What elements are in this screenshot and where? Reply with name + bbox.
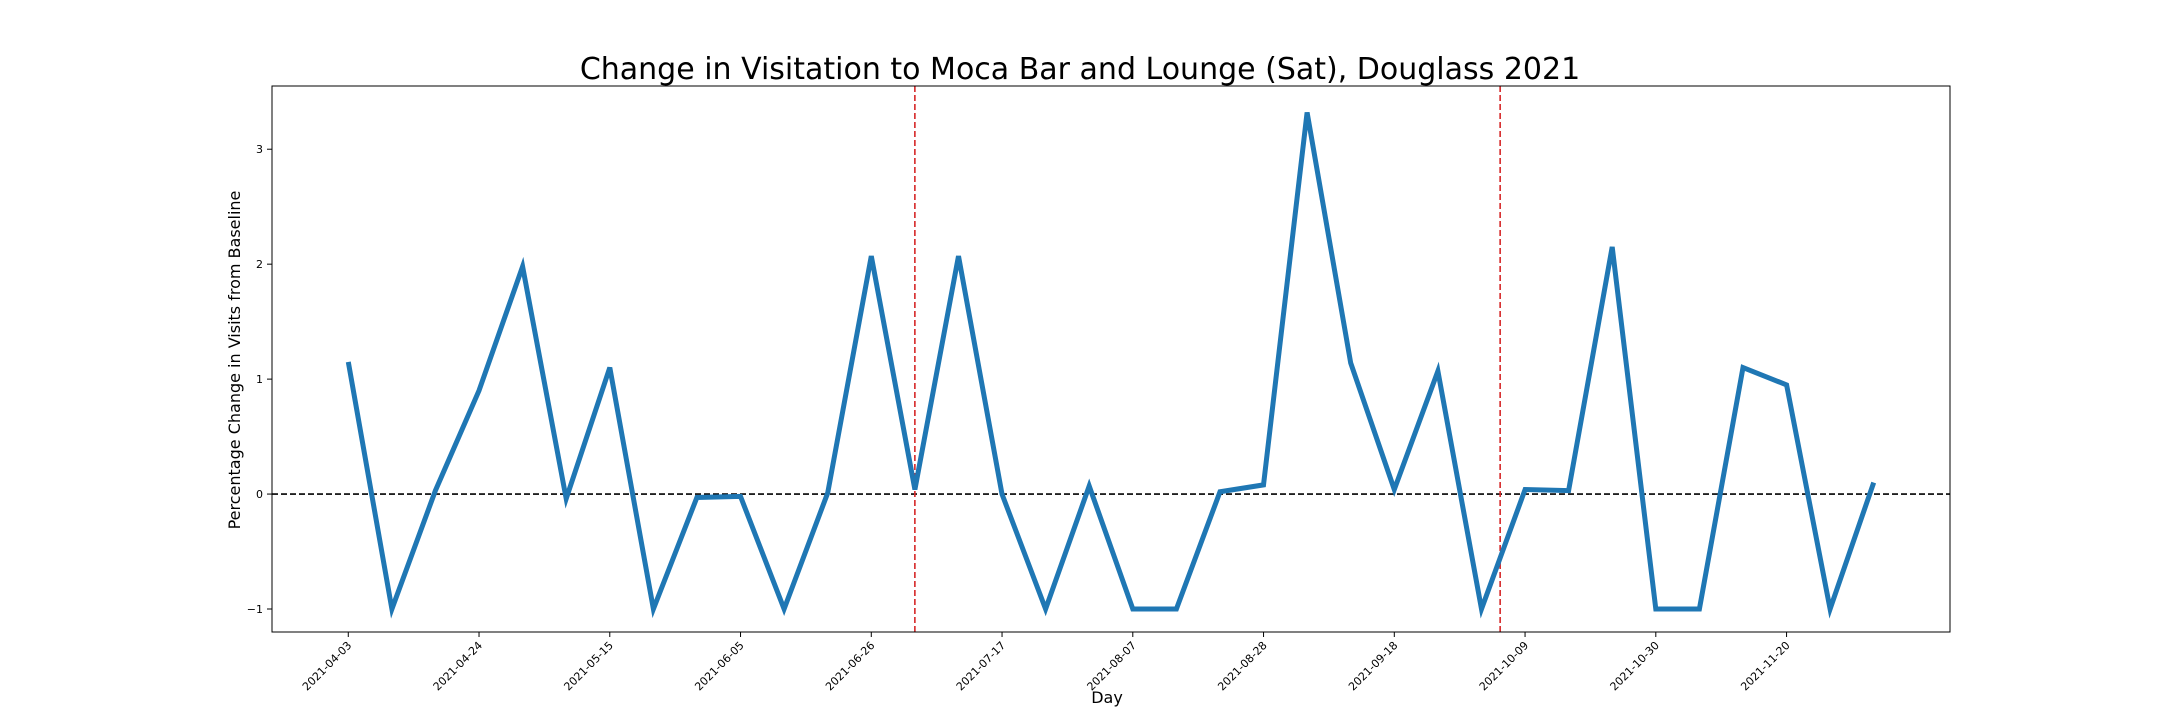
chart-title: Change in Visitation to Moca Bar and Lou… bbox=[580, 52, 1580, 87]
x-tick-label: 2021-06-05 bbox=[692, 639, 746, 693]
x-tick-label: 2021-08-07 bbox=[1085, 639, 1139, 693]
y-tick-label: 3 bbox=[256, 143, 263, 156]
x-tick-label: 2021-08-28 bbox=[1215, 639, 1269, 693]
y-tick-label: −1 bbox=[247, 603, 263, 616]
x-tick-label: 2021-04-03 bbox=[300, 639, 354, 693]
x-tick-label: 2021-09-18 bbox=[1346, 639, 1400, 693]
x-tick-label: 2021-04-24 bbox=[431, 639, 485, 693]
plot-area bbox=[272, 86, 1950, 632]
plot-frame bbox=[271, 85, 1951, 633]
x-tick-label: 2021-10-09 bbox=[1477, 639, 1531, 693]
axes: −1 0 1 2 3 2021-04-03 2021-04-24 2021-05-15 2021… bbox=[247, 85, 1951, 693]
x-axis-label: Day bbox=[1091, 688, 1123, 707]
y-tick-label: 1 bbox=[256, 373, 263, 386]
x-tick-label: 2021-06-26 bbox=[823, 639, 877, 693]
x-tick-label: 2021-11-20 bbox=[1738, 639, 1792, 693]
series-line bbox=[345, 111, 1877, 619]
y-tick-label: 0 bbox=[256, 488, 263, 501]
y-axis-label: Percentage Change in Visits from Baselin… bbox=[225, 191, 244, 530]
y-tick-label: 2 bbox=[256, 258, 263, 271]
x-tick-label: 2021-05-15 bbox=[561, 639, 615, 693]
x-tick-label: 2021-10-30 bbox=[1608, 639, 1662, 693]
x-tick-label: 2021-07-17 bbox=[954, 639, 1008, 693]
